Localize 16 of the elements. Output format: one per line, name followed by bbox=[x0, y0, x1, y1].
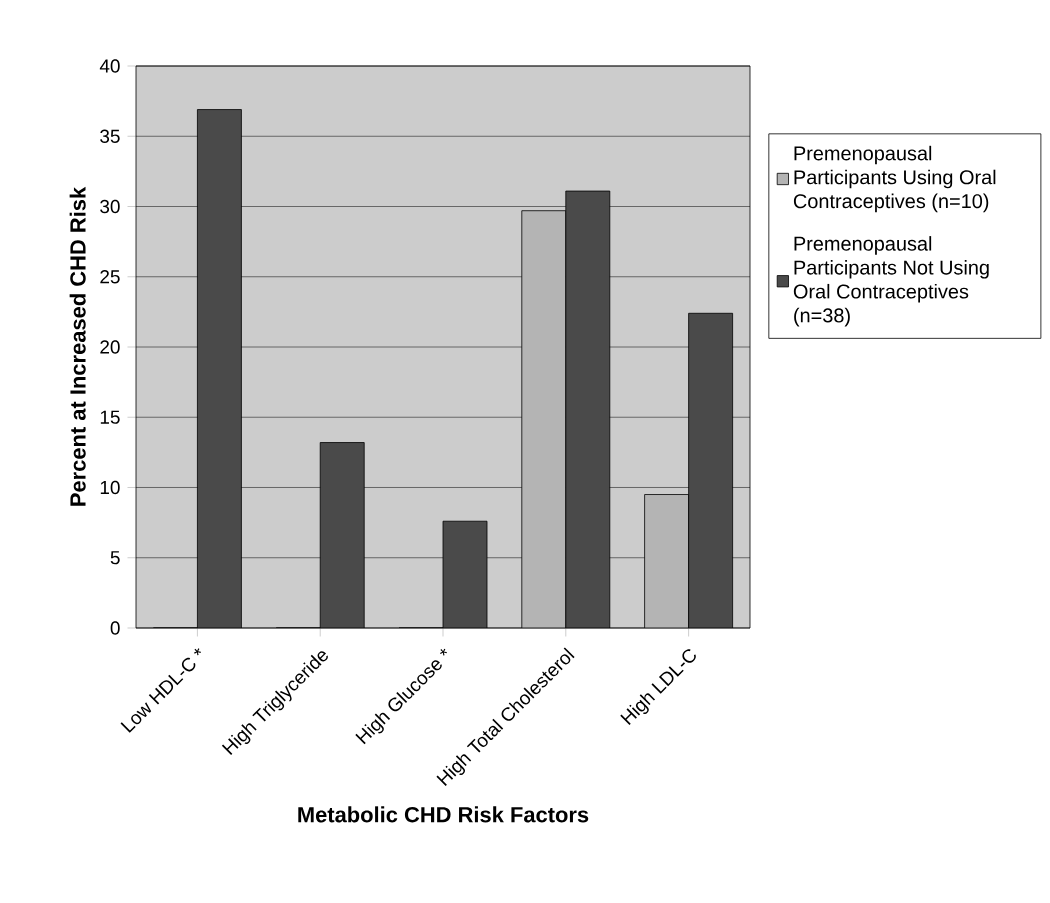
x-axis-title: Metabolic CHD Risk Factors bbox=[298, 806, 589, 823]
y-tick-label: 40 bbox=[99, 59, 120, 73]
y-tick-label: 10 bbox=[100, 480, 120, 495]
legend-label: Premenopausal Participants Using Oral Contraceptives (n=10) bbox=[793, 145, 996, 213]
bar bbox=[521, 210, 566, 628]
y-tick-label: 35 bbox=[100, 129, 120, 143]
y-tick-label: 25 bbox=[100, 270, 120, 284]
y-tick-label: 20 bbox=[100, 340, 120, 354]
y-tick-label: 5 bbox=[110, 551, 120, 565]
bar bbox=[443, 521, 488, 628]
y-tick-label: 0 bbox=[110, 621, 120, 635]
y-tick-label: 30 bbox=[100, 199, 120, 214]
legend-label: Premenopausal Participants Not Using Oral Contraceptives (n=38) bbox=[793, 236, 989, 327]
y-tick-label: 15 bbox=[100, 410, 120, 424]
bar bbox=[644, 494, 690, 628]
y-axis-title: Percent at Increased CHD Risk bbox=[69, 186, 86, 506]
